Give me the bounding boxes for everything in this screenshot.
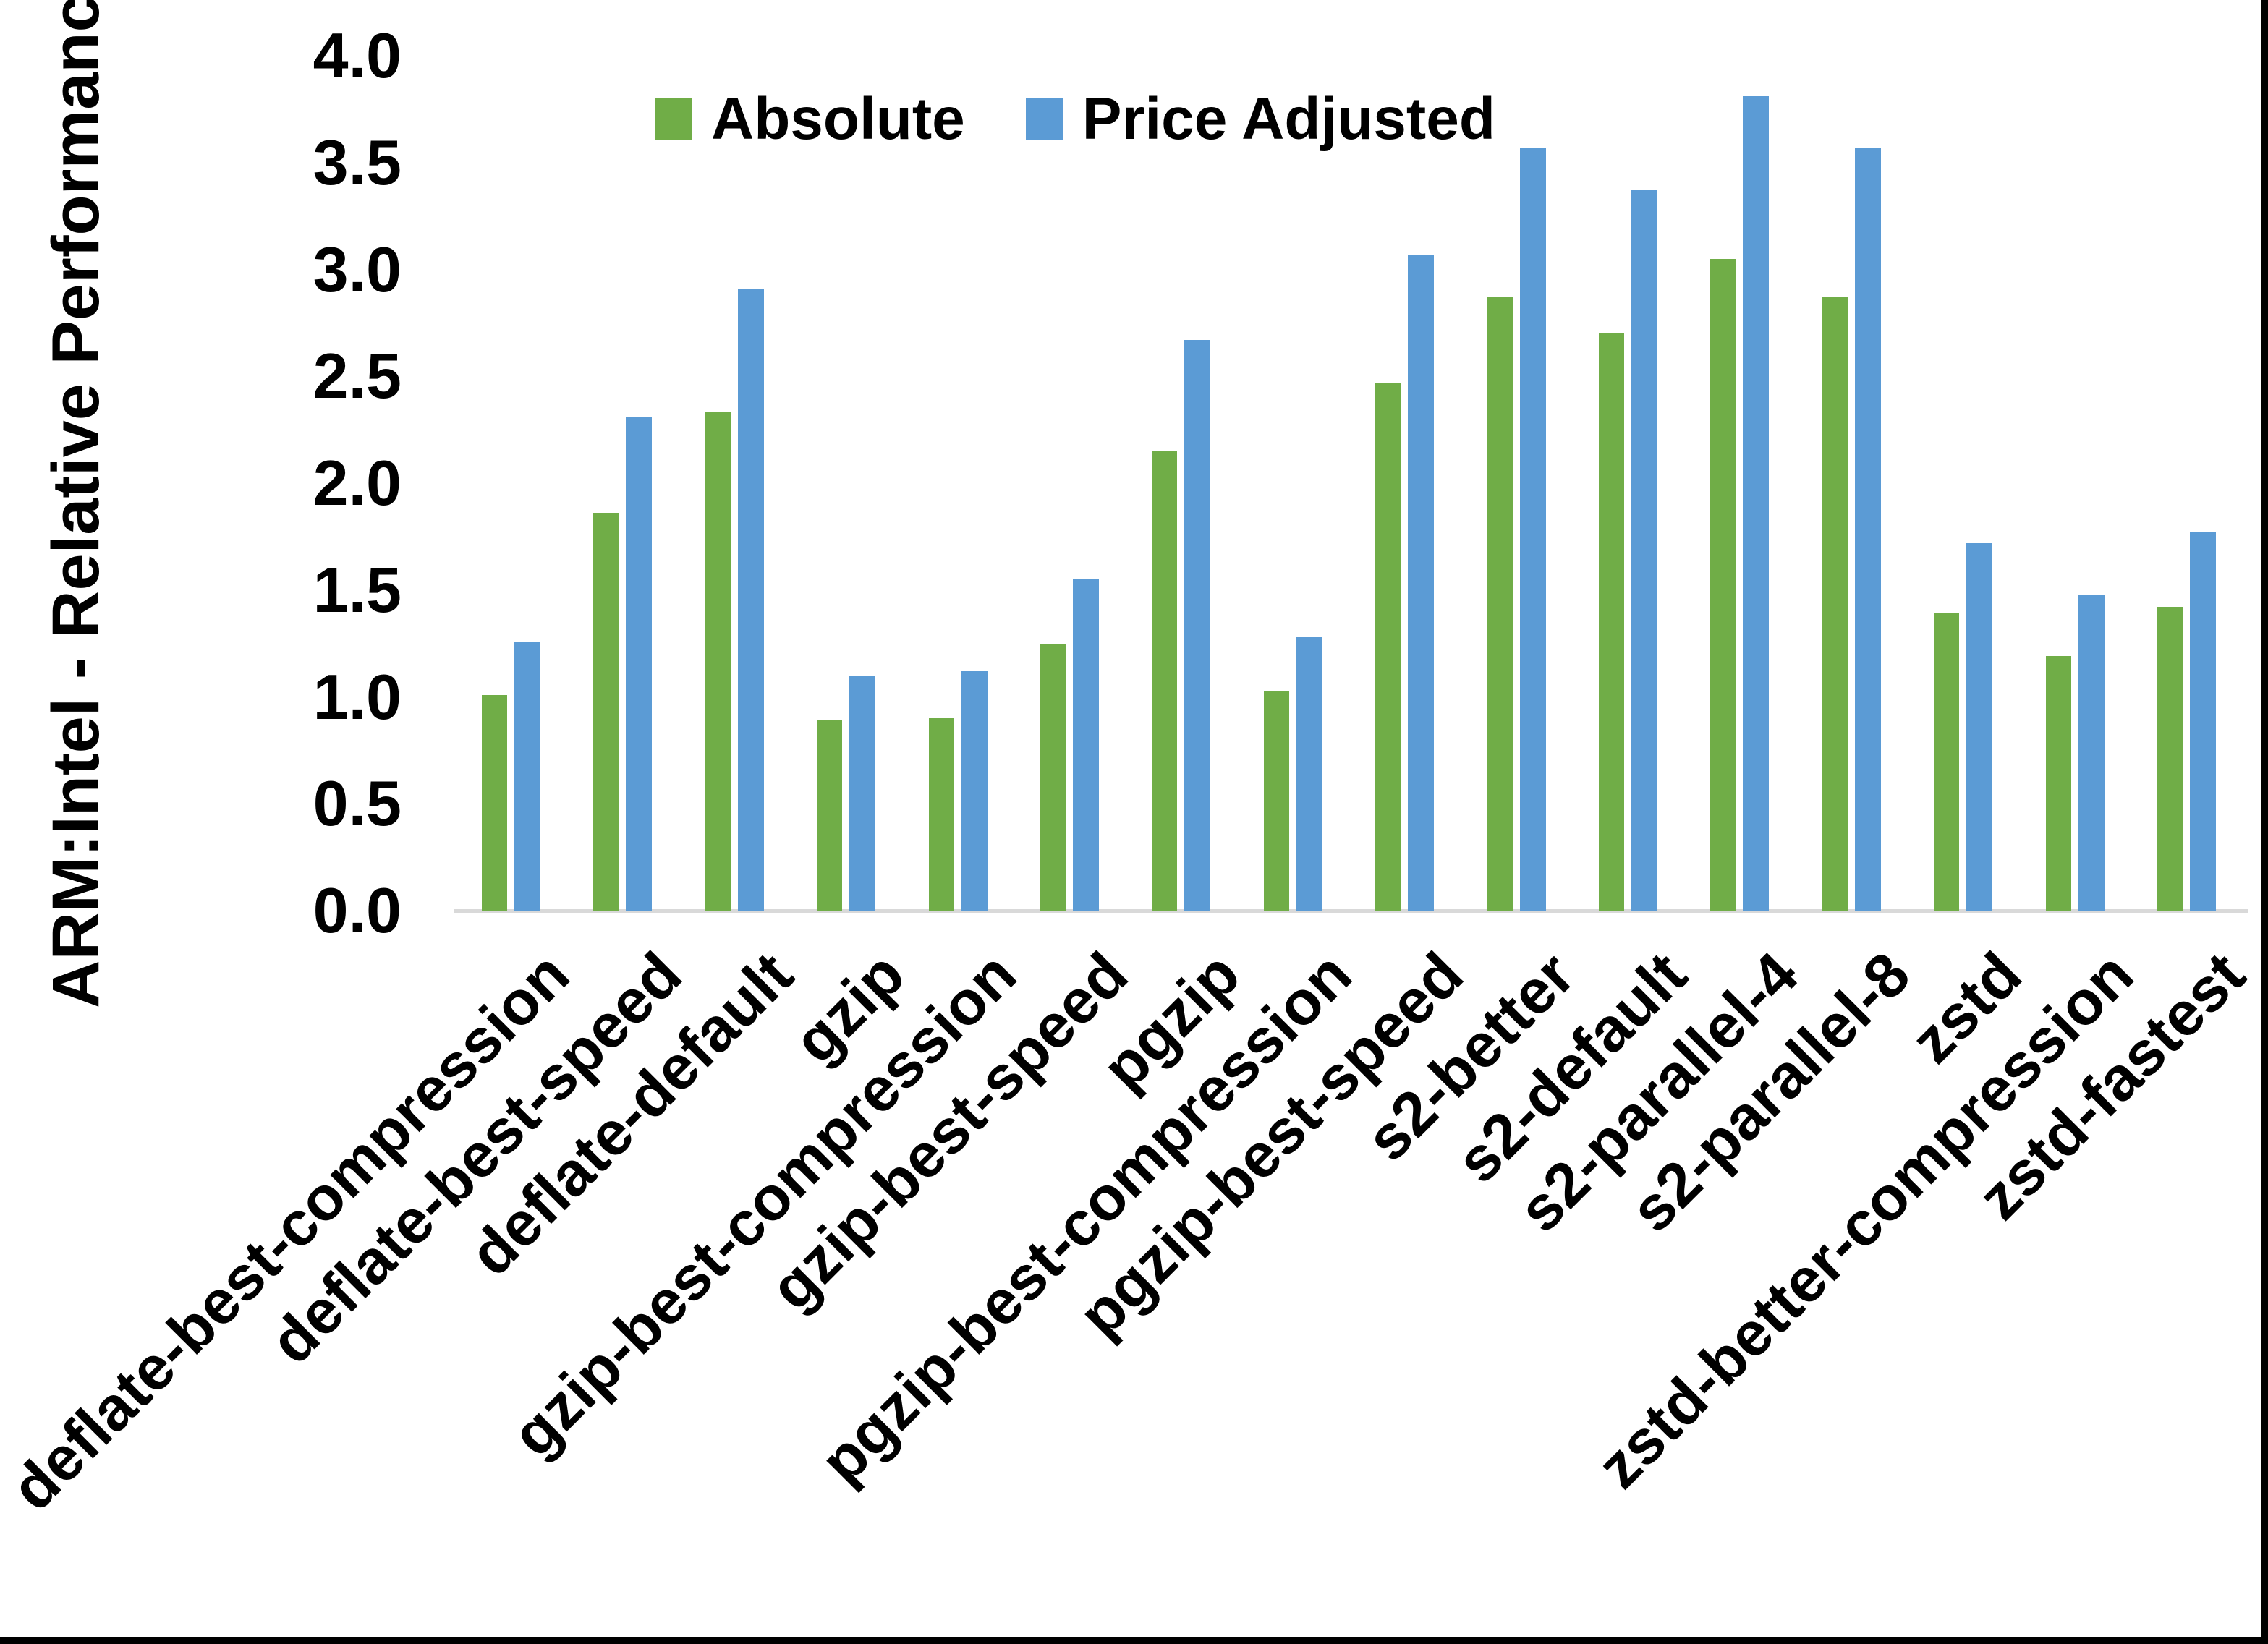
bar-absolute-s2-parallel-4 <box>1710 259 1736 911</box>
y-tick-label-0.5: 0.5 <box>313 767 402 840</box>
y-tick-label-1.5: 1.5 <box>313 553 402 626</box>
bar-price-adjusted-zstd-better-compression <box>2078 595 2105 911</box>
y-tick-label-4.0: 4.0 <box>313 20 402 91</box>
bar-absolute-pgzip-best-speed <box>1375 383 1401 911</box>
bar-absolute-zstd-better-compression <box>2046 656 2071 911</box>
bar-absolute-pgzip-best-compression <box>1264 691 1289 911</box>
y-tick-label-0.0: 0.0 <box>313 874 402 946</box>
bar-absolute-zstd-fastest <box>2157 607 2183 911</box>
bar-absolute-zstd <box>1934 613 1959 911</box>
bar-price-adjusted-gzip-best-compression <box>961 671 988 911</box>
bar-absolute-gzip-best-compression <box>929 718 954 911</box>
y-tick-label-2.5: 2.5 <box>313 340 402 412</box>
bar-price-adjusted-zstd <box>1966 543 1992 911</box>
bar-price-adjusted-gzip-best-speed <box>1073 579 1099 911</box>
bar-price-adjusted-deflate-best-compression <box>514 642 540 911</box>
bar-price-adjusted-pgzip <box>1184 340 1210 911</box>
bar-absolute-deflate-best-speed <box>593 513 619 911</box>
bar-absolute-gzip-best-speed <box>1040 644 1066 911</box>
y-tick-label-1.0: 1.0 <box>313 660 402 733</box>
bar-price-adjusted-s2-default <box>1631 190 1657 911</box>
window-border-bottom <box>0 1637 2268 1644</box>
legend-item-price-adjusted: Price Adjusted <box>1025 85 1495 153</box>
bar-price-adjusted-pgzip-best-speed <box>1408 255 1434 911</box>
legend-swatch-absolute <box>655 98 692 140</box>
bar-price-adjusted-pgzip-best-compression <box>1296 637 1322 911</box>
bar-absolute-s2-parallel-8 <box>1822 297 1848 911</box>
bar-price-adjusted-s2-better <box>1520 148 1546 911</box>
bar-price-adjusted-deflate-best-speed <box>626 417 652 911</box>
bar-absolute-pgzip <box>1152 451 1177 911</box>
y-tick-label-3.5: 3.5 <box>313 126 402 198</box>
y-axis-title: ARM:Intel - Relative Performance <box>38 0 113 1008</box>
legend-item-absolute: Absolute <box>655 85 965 153</box>
legend-label-absolute: Absolute <box>711 86 965 152</box>
bar-absolute-deflate-best-compression <box>482 695 507 911</box>
legend-swatch-price-adjusted <box>1025 98 1063 140</box>
bar-price-adjusted-s2-parallel-4 <box>1743 96 1769 911</box>
bar-price-adjusted-s2-parallel-8 <box>1855 148 1881 911</box>
legend: Absolute Price Adjusted <box>655 85 1495 153</box>
bar-price-adjusted-deflate-default <box>738 289 764 911</box>
y-tick-label-3.0: 3.0 <box>313 233 402 305</box>
bar-absolute-s2-default <box>1599 333 1624 911</box>
bar-price-adjusted-gzip <box>849 676 875 911</box>
legend-label-price-adjusted: Price Adjusted <box>1082 86 1495 152</box>
x-axis-line <box>454 909 2248 913</box>
window-border-right <box>2261 0 2268 1644</box>
bar-absolute-deflate-default <box>705 412 731 911</box>
bar-absolute-gzip <box>817 720 842 911</box>
bar-absolute-s2-better <box>1487 297 1513 911</box>
y-tick-label-2.0: 2.0 <box>313 447 402 519</box>
bar-price-adjusted-zstd-fastest <box>2190 532 2216 911</box>
